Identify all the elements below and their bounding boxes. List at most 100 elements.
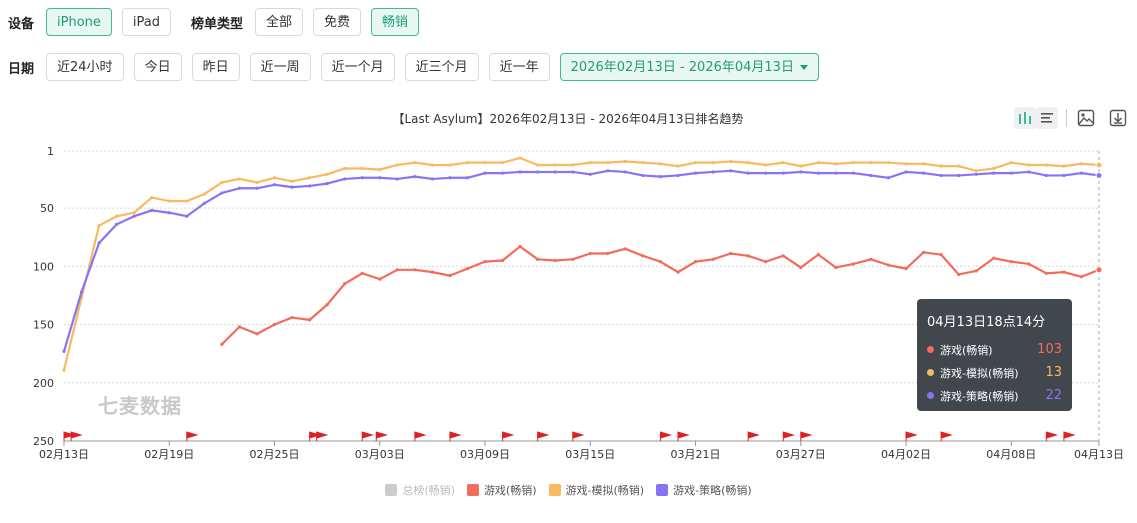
series-point xyxy=(343,166,347,171)
series-point xyxy=(571,257,575,261)
x-tick-label: 02月19日 xyxy=(144,448,194,461)
series-point xyxy=(1079,162,1084,166)
series-point xyxy=(816,171,820,175)
series-point xyxy=(1009,171,1013,175)
series-point xyxy=(886,263,891,267)
series-point xyxy=(764,163,768,167)
series-point xyxy=(904,170,908,174)
date-today-button[interactable]: 今日 xyxy=(133,53,182,81)
date-24h-button[interactable]: 近24小时 xyxy=(46,53,124,81)
x-tick-label: 03月09日 xyxy=(460,448,510,461)
series-point xyxy=(62,349,66,353)
series-point xyxy=(430,270,434,274)
chart-type-all-button[interactable]: 全部 xyxy=(255,8,304,36)
image-icon[interactable] xyxy=(1075,107,1097,129)
series-point xyxy=(553,163,557,167)
series-point xyxy=(483,171,487,175)
series-point xyxy=(378,176,382,180)
tooltip-row: 游戏-模拟(畅销) 13 xyxy=(927,361,1062,384)
series-point xyxy=(869,161,873,165)
legend-swatch xyxy=(385,484,398,496)
date-3months-button[interactable]: 近三个月 xyxy=(404,53,479,81)
tooltip-title: 04月13日18点14分 xyxy=(927,315,1046,330)
flag-icon xyxy=(537,431,550,441)
date-range-picker[interactable]: 2026年02月13日 - 2026年04月13日 xyxy=(559,53,819,81)
tooltip-row-name: 游戏-模拟(畅销) xyxy=(940,366,1019,380)
series-point xyxy=(448,163,452,167)
series-point xyxy=(1009,260,1013,264)
legend-swatch xyxy=(548,484,561,496)
legend-item-game-sim[interactable]: 游戏-模拟(畅销) xyxy=(548,482,644,498)
series-point xyxy=(307,176,312,180)
series-point xyxy=(1062,164,1066,168)
series-dot-icon xyxy=(927,369,934,376)
download-icon[interactable] xyxy=(1107,107,1129,129)
series-point xyxy=(325,303,329,307)
series-point xyxy=(220,180,224,185)
legend-item-game[interactable]: 游戏(畅销) xyxy=(466,482,537,498)
flag-icon xyxy=(316,431,329,441)
series-point xyxy=(886,161,891,165)
x-tick-label: 03月15日 xyxy=(565,448,615,461)
legend-item-game-strategy[interactable]: 游戏-策略(畅销) xyxy=(656,482,752,498)
series-point xyxy=(834,162,838,166)
date-yesterday-button[interactable]: 昨日 xyxy=(191,53,240,81)
series-point xyxy=(1027,163,1031,167)
chart-type-grossing-button[interactable]: 畅销 xyxy=(371,8,420,36)
date-week-button[interactable]: 近一周 xyxy=(249,53,311,81)
series-point xyxy=(167,211,171,215)
series-point xyxy=(97,223,101,228)
series-point xyxy=(606,161,610,165)
x-tick-label: 02月13日 xyxy=(39,448,89,461)
series-point xyxy=(641,161,645,165)
device-iphone-button[interactable]: iPhone xyxy=(46,8,112,36)
series-point xyxy=(237,186,242,190)
series-point xyxy=(343,177,347,181)
flag-icon xyxy=(782,431,795,441)
x-tick-label: 04月02日 xyxy=(881,448,931,461)
date-year-button[interactable]: 近一年 xyxy=(488,53,550,81)
series-point xyxy=(115,222,119,226)
device-ipad-button[interactable]: iPad xyxy=(121,8,171,36)
series-point xyxy=(1062,173,1066,178)
flag-icon xyxy=(502,431,515,441)
series-point xyxy=(606,251,610,256)
series-point xyxy=(185,199,189,203)
series-point xyxy=(781,254,785,258)
series-point xyxy=(500,171,505,175)
list-icon[interactable] xyxy=(1036,107,1058,129)
series-point xyxy=(711,257,715,261)
series-point xyxy=(693,161,698,165)
watermark: 七麦数据 xyxy=(98,394,182,418)
series-point xyxy=(536,257,540,261)
flag-icon xyxy=(449,431,462,441)
series-point-active xyxy=(1095,171,1103,179)
series-point xyxy=(588,161,592,165)
series-point xyxy=(272,322,277,327)
legend-item-overall[interactable]: 总榜(畅销) xyxy=(385,482,455,498)
flag-icon xyxy=(414,431,427,441)
series-point xyxy=(536,170,540,174)
series-point xyxy=(237,325,242,329)
date-month-button[interactable]: 近一个月 xyxy=(320,53,395,81)
flag-icon xyxy=(1063,431,1076,441)
series-point xyxy=(553,258,557,263)
bar-chart-icon[interactable] xyxy=(1014,107,1036,129)
series-point xyxy=(851,262,856,266)
series-point xyxy=(413,175,417,179)
device-label: 设备 xyxy=(8,16,35,32)
series-point xyxy=(378,168,382,172)
series-point xyxy=(395,177,399,181)
series-point xyxy=(1079,171,1084,175)
series-point xyxy=(500,161,505,165)
series-point xyxy=(623,247,627,251)
series-point xyxy=(992,166,996,171)
series-point xyxy=(413,161,417,165)
series-point xyxy=(764,171,768,175)
series-point xyxy=(448,274,452,278)
series-point xyxy=(395,163,399,167)
series-point xyxy=(220,342,224,346)
x-tick-label: 03月21日 xyxy=(671,448,721,461)
chart-type-free-button[interactable]: 免费 xyxy=(313,8,362,36)
